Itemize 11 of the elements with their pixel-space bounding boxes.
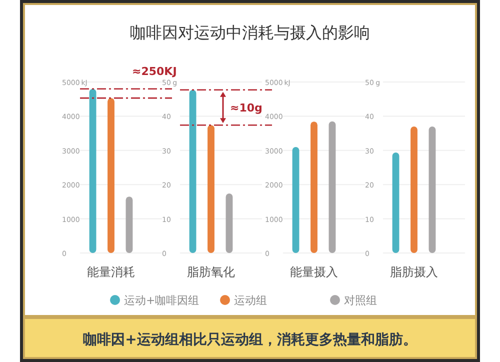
legend-label: 运动+咖啡因组 (124, 294, 200, 307)
x-tick-label: 脂肪氧化 (187, 265, 235, 279)
legend-label: 运动组 (234, 294, 267, 307)
text: 咖啡因对运动中消耗与摄入的影响 (130, 23, 370, 42)
legend-label: ≈10g (230, 101, 262, 114)
x-tick-label: 脂肪摄入 (390, 265, 438, 279)
ref-line-label: ≈250KJ (132, 64, 177, 78)
x-tick-label: 能量消耗 (87, 265, 135, 279)
legend-label: 对照组 (344, 294, 377, 307)
text: 咖啡因+运动组相比只运动组，消耗更多热量和脂肪。 (83, 331, 417, 348)
x-tick-label: 能量摄入 (290, 265, 338, 279)
